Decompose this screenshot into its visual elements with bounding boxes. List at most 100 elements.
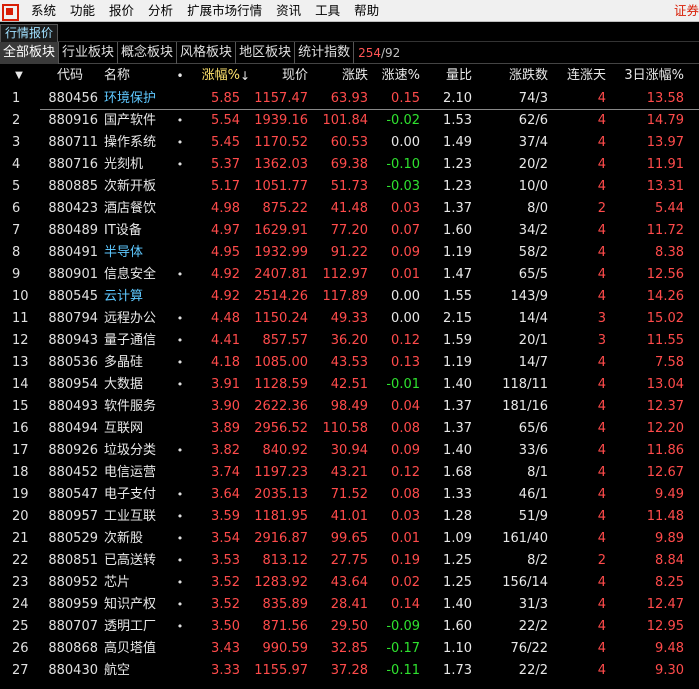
- menu-item-6[interactable]: 工具: [315, 2, 341, 18]
- category-tab-2[interactable]: 概念板块: [118, 42, 178, 64]
- table-row[interactable]: 3 880711 操作系统 • 5.45 1170.52 60.53 0.00 1.49 37/4…: [0, 132, 699, 154]
- row-speed: 0.09: [391, 443, 420, 458]
- row-name[interactable]: 量子通信: [104, 333, 157, 348]
- row-pct: 5.45: [211, 135, 240, 150]
- row-name[interactable]: 已高送转: [104, 553, 157, 568]
- row-code: 880916: [48, 113, 98, 128]
- header-pct[interactable]: 涨幅%: [184, 64, 240, 88]
- table-row[interactable]: 19 880547 电子支付 • 3.64 2035.13 71.52 0.08 1.33 46/…: [0, 484, 699, 506]
- table-row[interactable]: 24 880959 知识产权 • 3.52 835.89 28.41 0.14 1.40 31/3…: [0, 594, 699, 616]
- category-tab-1[interactable]: 行业板块: [59, 42, 119, 64]
- row-name[interactable]: 电子支付: [104, 487, 157, 502]
- table-row[interactable]: 2 880916 国产软件 • 5.54 1939.16 101.84 -0.02 1.53 62…: [0, 110, 699, 132]
- header-pct-3d[interactable]: 3日涨幅%: [624, 68, 684, 83]
- row-change: 71.52: [330, 487, 368, 502]
- category-tab-4[interactable]: 地区板块: [236, 42, 296, 64]
- row-name[interactable]: 软件服务: [104, 399, 157, 414]
- row-name[interactable]: 半导体: [104, 245, 144, 260]
- menu-item-3[interactable]: 分析: [148, 2, 174, 18]
- category-tab-0[interactable]: 全部板块: [0, 42, 60, 64]
- header-change[interactable]: 涨跌: [341, 68, 368, 83]
- row-name[interactable]: 多晶硅: [104, 355, 144, 370]
- menu-item-0[interactable]: 系统: [31, 2, 57, 18]
- app-logo-icon[interactable]: [0, 0, 20, 22]
- header-volume-ratio[interactable]: 量比: [445, 68, 472, 83]
- row-name[interactable]: 云计算: [104, 289, 144, 304]
- table-row[interactable]: 22 880851 已高送转 • 3.53 813.12 27.75 0.19 1.25 8/2 2…: [0, 550, 699, 572]
- table-row[interactable]: 5 880885 次新开板 5.17 1051.77 51.73 -0.03 1.23 10/0…: [0, 176, 699, 198]
- menu-item-7[interactable]: 帮助: [354, 2, 380, 18]
- row-name[interactable]: 垃圾分类: [104, 443, 157, 458]
- category-tab-3[interactable]: 风格板块: [177, 42, 237, 64]
- row-name[interactable]: 操作系统: [104, 135, 157, 150]
- header-pct-sort-arrow[interactable]: ↓: [240, 69, 251, 83]
- menu-item-2[interactable]: 报价: [109, 2, 135, 18]
- table-row[interactable]: 14 880954 大数据 • 3.91 1128.59 42.51 -0.01 1.40 118…: [0, 374, 699, 396]
- table-row[interactable]: 8 880491 半导体 4.95 1932.99 91.22 0.09 1.19 58/2 4 8…: [0, 242, 699, 264]
- row-pct: 4.97: [211, 223, 240, 238]
- row-name[interactable]: 信息安全: [104, 267, 157, 282]
- row-name[interactable]: 次新开板: [104, 179, 157, 194]
- row-name[interactable]: 透明工厂: [104, 619, 157, 634]
- row-price: 2035.13: [254, 487, 308, 502]
- row-name[interactable]: 互联网: [104, 421, 144, 436]
- table-row[interactable]: 6 880423 酒店餐饮 4.98 875.22 41.48 0.03 1.37 8/0 2 5.…: [0, 198, 699, 220]
- table-row[interactable]: 17 880926 垃圾分类 • 3.82 840.92 30.94 0.09 1.40 33/6…: [0, 440, 699, 462]
- row-index: 26: [12, 641, 29, 656]
- row-name[interactable]: 芯片: [104, 575, 131, 590]
- menu-item-1[interactable]: 功能: [70, 2, 96, 18]
- row-up-down: 143/9: [510, 289, 548, 304]
- row-name[interactable]: 高贝塔值: [104, 641, 157, 656]
- row-name[interactable]: 大数据: [104, 377, 144, 392]
- header-streak[interactable]: 连涨天: [566, 68, 606, 83]
- row-price: 840.92: [262, 443, 309, 458]
- table-row[interactable]: 10 880545 云计算 4.92 2514.26 117.89 0.00 1.55 143/…: [0, 286, 699, 308]
- menu-item-4[interactable]: 扩展市场行情: [187, 2, 263, 18]
- header-price[interactable]: 现价: [281, 68, 308, 83]
- row-flag: •: [176, 136, 184, 149]
- menu-item-5[interactable]: 资讯: [276, 2, 302, 18]
- table-row[interactable]: 25 880707 透明工厂 • 3.50 871.56 29.50 -0.09 1.60 22/…: [0, 616, 699, 638]
- header-code[interactable]: 代码: [56, 68, 83, 83]
- table-row[interactable]: 27 880430 航空 3.33 1155.97 37.28 -0.11 1.73 22/2 4…: [0, 660, 699, 682]
- row-streak: 4: [597, 355, 606, 370]
- table-row[interactable]: 16 880494 互联网 3.89 2956.52 110.58 0.08 1.37 65/6…: [0, 418, 699, 440]
- header-up-down[interactable]: 涨跌数: [508, 68, 548, 83]
- row-name[interactable]: 远程办公: [104, 311, 157, 326]
- row-streak: 4: [597, 487, 606, 502]
- row-name[interactable]: IT设备: [104, 223, 142, 238]
- menu-right-label[interactable]: 证券: [673, 3, 699, 18]
- table-row[interactable]: 13 880536 多晶硅 • 4.18 1085.00 43.53 0.13 1.19 14/7…: [0, 352, 699, 374]
- table-row[interactable]: 9 880901 信息安全 • 4.92 2407.81 112.97 0.01 1.47 65/…: [0, 264, 699, 286]
- table-row[interactable]: 26 880868 高贝塔值 3.43 990.59 32.85 -0.17 1.10 76/2…: [0, 638, 699, 660]
- table-row[interactable]: 23 880952 芯片 • 3.52 1283.92 43.64 0.02 1.25 156/1…: [0, 572, 699, 594]
- header-name[interactable]: 名称: [104, 68, 131, 83]
- row-name[interactable]: 国产软件: [104, 113, 157, 128]
- row-name[interactable]: 光刻机: [104, 157, 144, 172]
- row-name[interactable]: 次新股: [104, 531, 144, 546]
- table-row[interactable]: 12 880943 量子通信 • 4.41 857.57 36.20 0.12 1.59 20/1…: [0, 330, 699, 352]
- table-row[interactable]: 20 880957 工业互联 • 3.59 1181.95 41.01 0.03 1.28 51/…: [0, 506, 699, 528]
- window-tab-quotes[interactable]: 行情报价: [0, 24, 59, 42]
- table-row[interactable]: 7 880489 IT设备 4.97 1629.91 77.20 0.07 1.60 34/2 4…: [0, 220, 699, 242]
- row-name[interactable]: 知识产权: [104, 597, 157, 612]
- row-name[interactable]: 酒店餐饮: [104, 201, 157, 216]
- row-name[interactable]: 工业互联: [104, 509, 157, 524]
- row-code: 880885: [48, 179, 98, 194]
- row-name[interactable]: 环境保护: [104, 91, 157, 106]
- table-row[interactable]: 18 880452 电信运营 3.74 1197.23 43.21 0.12 1.68 8/1 4…: [0, 462, 699, 484]
- row-volume-ratio: 1.37: [443, 201, 472, 216]
- row-streak: 4: [597, 663, 606, 678]
- sort-down-icon[interactable]: ▼: [15, 70, 23, 81]
- header-speed[interactable]: 涨速%: [381, 68, 420, 83]
- table-row[interactable]: 4 880716 光刻机 • 5.37 1362.03 69.38 -0.10 1.23 20/2…: [0, 154, 699, 176]
- row-streak: 4: [597, 245, 606, 260]
- row-name[interactable]: 电信运营: [104, 465, 157, 480]
- table-row[interactable]: 11 880794 远程办公 • 4.48 1150.24 49.33 0.00 2.15 14/…: [0, 308, 699, 330]
- table-row[interactable]: 1 880456 环境保护 5.85 1157.47 63.93 0.15 2.10 74/3 4…: [0, 88, 699, 110]
- row-name[interactable]: 航空: [104, 663, 131, 678]
- table-row[interactable]: 21 880529 次新股 • 3.54 2916.87 99.65 0.01 1.09 161/…: [0, 528, 699, 550]
- row-change: 41.48: [330, 201, 368, 216]
- table-row[interactable]: 15 880493 软件服务 3.90 2622.36 98.49 0.04 1.37 181/…: [0, 396, 699, 418]
- category-tab-5[interactable]: 统计指数: [295, 42, 355, 64]
